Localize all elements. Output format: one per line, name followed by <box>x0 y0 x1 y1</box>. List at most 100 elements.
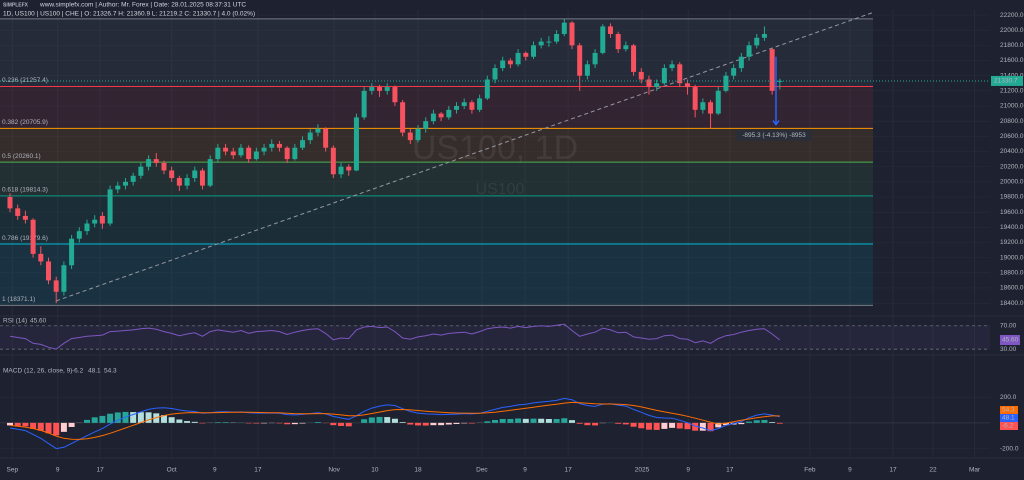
y-tick-label: 19400.0 <box>1000 224 1024 231</box>
candle-body <box>138 166 144 176</box>
candle-body <box>631 45 637 72</box>
candle-body <box>199 170 205 186</box>
x-tick-label: Oct <box>167 467 177 474</box>
y-tick-label: 20600.0 <box>1000 133 1024 140</box>
macd-histogram-bar <box>468 422 475 424</box>
y-tick-label: 20000.0 <box>1000 179 1024 186</box>
macd-histogram-bar <box>145 412 152 423</box>
candle-body <box>646 79 652 88</box>
candle-body <box>184 178 190 186</box>
macd-histogram-bar <box>461 422 468 424</box>
macd-histogram-bar <box>22 422 29 427</box>
macd-histogram-bar <box>399 422 406 423</box>
fib-zone <box>0 162 873 196</box>
macd-histogram-bar <box>184 421 191 423</box>
y-tick-label: 18400.0 <box>1000 300 1024 307</box>
candle-body <box>615 33 621 50</box>
candle-body <box>330 147 336 175</box>
rsi-line <box>9 323 781 350</box>
fib-zone <box>0 195 873 245</box>
macd-histogram-bar <box>653 422 660 430</box>
macd-histogram-bar <box>83 419 90 423</box>
y-tick-label: 20200.0 <box>1000 163 1024 170</box>
macd-histogram-bar <box>7 422 14 426</box>
candle-body <box>76 231 82 239</box>
macd-histogram-bar <box>722 422 729 426</box>
macd-histogram-bar <box>753 420 760 423</box>
candle-body <box>677 64 683 84</box>
y-tick-label: 20400.0 <box>1000 148 1024 155</box>
candle-body <box>176 178 182 186</box>
candle-body <box>261 147 267 152</box>
macd-histogram-bar <box>715 422 722 428</box>
candle-body <box>61 265 67 292</box>
y-tick-label: 21400.0 <box>1000 72 1024 79</box>
macd-histogram-bar <box>576 422 583 424</box>
candle-body <box>369 87 375 91</box>
candle-body <box>477 98 483 110</box>
macd-histogram-bar <box>453 422 460 425</box>
macd-histogram-bar <box>422 422 429 426</box>
macd-line <box>9 397 780 450</box>
candle-body <box>122 181 128 186</box>
candle-body <box>600 26 606 53</box>
x-tick-label: 17 <box>254 467 262 474</box>
macd-histogram-bar <box>684 422 691 430</box>
macd-histogram-bar <box>553 419 560 423</box>
measure-arrowhead <box>772 120 780 126</box>
macd-histogram-bar <box>699 422 706 431</box>
candle-body <box>584 64 590 76</box>
macd-histogram-bar <box>769 422 776 423</box>
macd-histogram-bar <box>60 422 67 432</box>
macd-value: 54.3 <box>104 368 117 375</box>
candle-body <box>492 68 498 80</box>
macd-histogram-bar <box>384 417 391 423</box>
macd-badge-label: 54.3 <box>1002 407 1015 414</box>
candle-body <box>300 140 306 148</box>
macd-histogram-bar <box>561 418 568 423</box>
macd-histogram-bar <box>107 413 114 423</box>
y-tick-label: 21600.0 <box>1000 57 1024 64</box>
candle-body <box>292 147 298 160</box>
y-tick-label: 18600.0 <box>1000 285 1024 292</box>
header-info: www.simplefx.com | Author: Mr. Forex | D… <box>39 2 246 9</box>
x-tick-label: 17 <box>726 467 734 474</box>
candle-body <box>338 166 344 175</box>
macd-histogram-bar <box>761 420 768 423</box>
macd-histogram-bar <box>638 422 645 429</box>
candle-body <box>430 113 436 122</box>
macd-line <box>9 401 780 440</box>
candle-body <box>246 147 252 160</box>
candle-body <box>731 68 737 76</box>
candle-body <box>446 109 452 118</box>
candle-body <box>130 175 136 182</box>
macd-histogram-bar <box>445 422 452 425</box>
macd-histogram-bar <box>515 418 522 423</box>
macd-histogram-bar <box>545 419 552 423</box>
macd-histogram-bar <box>299 422 306 424</box>
candle-body <box>623 45 629 50</box>
candle-body <box>738 56 744 69</box>
macd-histogram-bar <box>37 422 44 431</box>
candle-body <box>15 208 21 216</box>
candle-body <box>253 151 259 160</box>
macd-histogram-bar <box>507 419 514 423</box>
x-tick-label: 9 <box>848 467 852 474</box>
fib-zone <box>0 244 873 306</box>
candle-body <box>638 71 644 80</box>
macd-histogram-bar <box>530 418 537 423</box>
candle-body <box>454 106 460 110</box>
macd-badge <box>1000 406 1018 414</box>
candle-body <box>161 162 167 171</box>
macd-histogram-bar <box>746 421 753 423</box>
macd-histogram-bar <box>568 420 575 423</box>
x-tick-label: Mar <box>969 467 981 474</box>
macd-histogram-bar <box>368 417 375 423</box>
candle-body <box>307 132 313 141</box>
candle-body <box>361 90 367 118</box>
y-tick-label: 21200.0 <box>1000 88 1024 95</box>
y-tick-label: 22200.0 <box>1000 12 1024 19</box>
